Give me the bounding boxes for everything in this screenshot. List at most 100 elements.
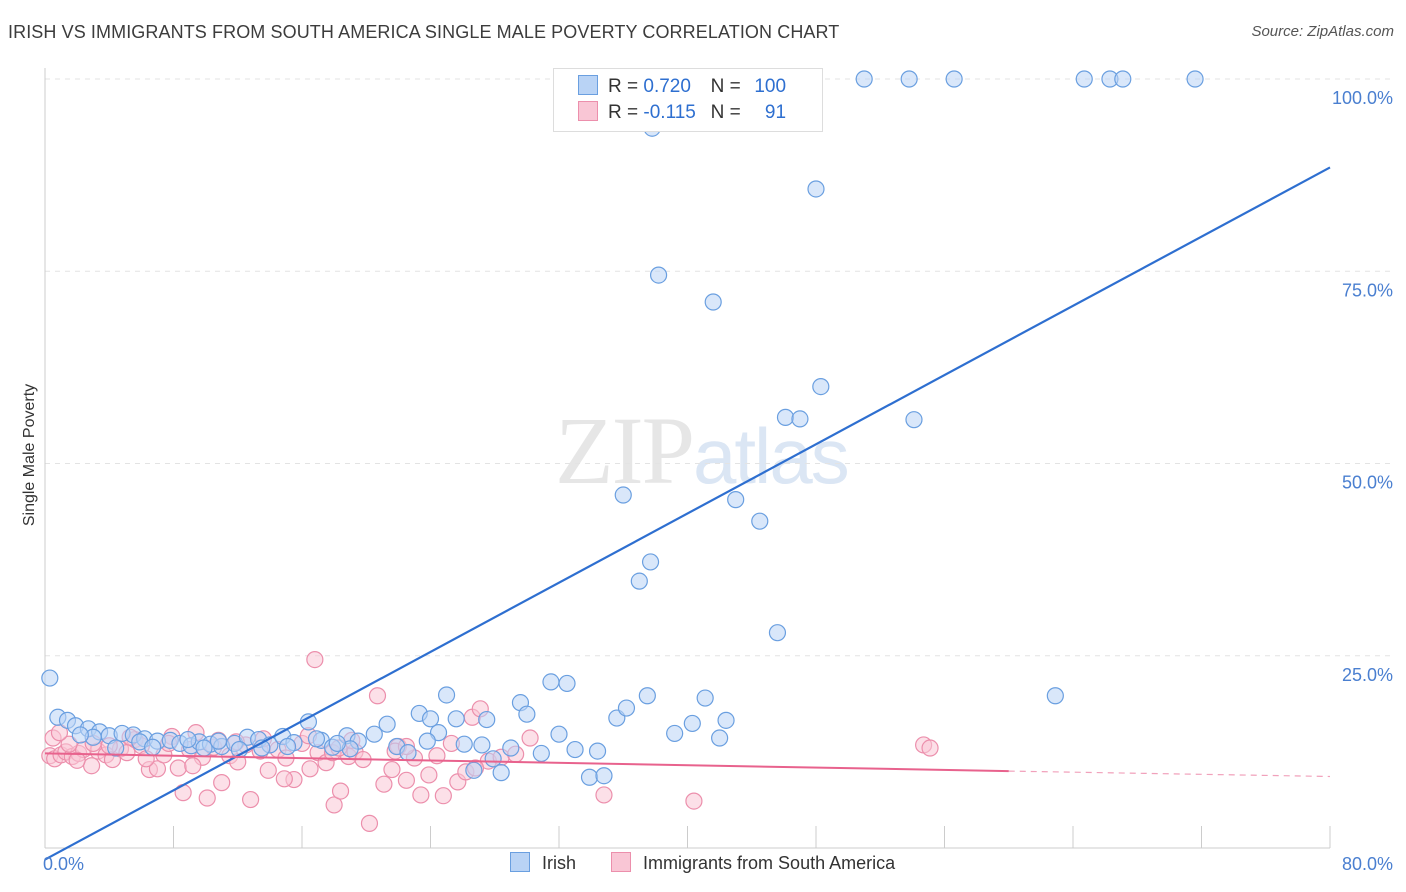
irish-point (107, 739, 125, 757)
south-america-point (213, 774, 231, 792)
irish-point (71, 726, 89, 744)
irish-point (478, 710, 496, 729)
irish-point (1186, 70, 1204, 88)
irish-point (776, 408, 795, 426)
irish-point (278, 737, 297, 756)
south-america-point (397, 771, 416, 789)
legend-r-label: R = (608, 102, 639, 123)
south-america-point (412, 786, 430, 804)
irish-point (768, 624, 787, 642)
correlation-legend: R = 0.720 N = 100 R = -0.115 N = 91 (553, 68, 823, 132)
legend-n-value: 100 (754, 76, 787, 97)
irish-point (617, 699, 636, 717)
south-america-point (325, 796, 343, 814)
irish-point (717, 711, 735, 729)
south-america-point (383, 760, 401, 779)
legend-n-label: N = (710, 76, 741, 97)
x-tick-label: 80.0% (1342, 854, 1393, 874)
irish-point (195, 739, 213, 757)
irish-point (1046, 687, 1064, 705)
irish-point (307, 730, 326, 748)
irish-point (855, 70, 873, 88)
south-america-point (301, 760, 319, 778)
legend-row-south-america: R = -0.115 N = 91 (578, 101, 786, 125)
irish-point (447, 710, 465, 728)
irish-point (421, 710, 440, 728)
irish-point (905, 411, 923, 429)
irish-point (502, 739, 520, 757)
irish-point (399, 744, 417, 762)
irish-point (484, 750, 502, 768)
y-tick-label: 50.0% (1342, 473, 1393, 493)
watermark-zip: ZIP (555, 397, 695, 504)
irish-point (550, 725, 568, 743)
legend-row-irish: R = 0.720 N = 100 (578, 75, 786, 99)
irish-points (41, 70, 1204, 786)
south-america-point (360, 814, 379, 832)
legend-r-label: R = (608, 76, 639, 97)
legend-label-irish: Irish (542, 853, 577, 873)
irish-swatch (578, 75, 598, 95)
irish-point (641, 553, 660, 571)
irish-point (418, 732, 436, 750)
x-tick-label: 0.0% (43, 854, 84, 874)
irish-point (588, 742, 607, 760)
south-america-point (259, 761, 277, 779)
legend-item-irish[interactable]: Irish (510, 852, 576, 874)
irish-point (683, 714, 701, 733)
south-america-trend-extension (1008, 770, 1331, 778)
irish-point (595, 767, 613, 785)
south-america-point (82, 757, 101, 775)
irish-trend-line (44, 166, 1331, 861)
watermark: ZIPatlas (555, 395, 850, 506)
y-tick-label: 75.0% (1342, 280, 1393, 300)
irish-point (812, 378, 830, 396)
irish-point (1075, 70, 1093, 88)
south-america-point (275, 770, 293, 788)
irish-point (473, 736, 491, 754)
irish-point (558, 674, 576, 693)
irish-point (532, 744, 550, 763)
south-america-swatch (611, 852, 632, 872)
irish-point (696, 689, 714, 707)
irish-point (365, 725, 383, 743)
irish-point (465, 761, 483, 779)
irish-point (580, 768, 599, 786)
series-legend: Irish Immigrants from South America (510, 852, 925, 874)
irish-point (378, 715, 396, 733)
axes (44, 68, 1331, 849)
south-america-point (434, 787, 452, 805)
south-america-point (331, 782, 350, 800)
irish-point (711, 729, 729, 747)
watermark-atlas: atlas (693, 412, 850, 500)
irish-point (638, 687, 656, 705)
south-america-point (521, 729, 539, 747)
south-america-point (921, 739, 939, 757)
irish-point (666, 724, 684, 743)
south-america-point (242, 790, 260, 809)
legend-item-south-america[interactable]: Immigrants from South America (611, 852, 895, 874)
irish-point (630, 572, 648, 590)
south-america-point (420, 766, 438, 784)
irish-point (900, 70, 918, 88)
south-america-point (375, 775, 393, 793)
tick-labels: 25.0% 50.0% 75.0% 100.0% 0.0% 80.0% (43, 88, 1393, 874)
irish-point (704, 293, 722, 311)
trend-lines (44, 166, 1331, 861)
irish-point (518, 705, 536, 723)
irish-swatch (510, 852, 530, 872)
south-america-point (306, 650, 324, 669)
irish-point (791, 410, 809, 428)
south-america-point (169, 759, 187, 777)
irish-point (209, 732, 228, 750)
source-credit: Source: ZipAtlas.com (1251, 23, 1394, 40)
south-america-point (595, 786, 613, 804)
irish-point (807, 180, 825, 198)
y-tick-label: 100.0% (1332, 88, 1393, 108)
legend-r-value: -0.115 (643, 102, 696, 123)
y-tick-label: 25.0% (1342, 665, 1393, 685)
south-america-point (148, 760, 167, 778)
irish-point (455, 735, 473, 753)
irish-point (1114, 70, 1132, 88)
